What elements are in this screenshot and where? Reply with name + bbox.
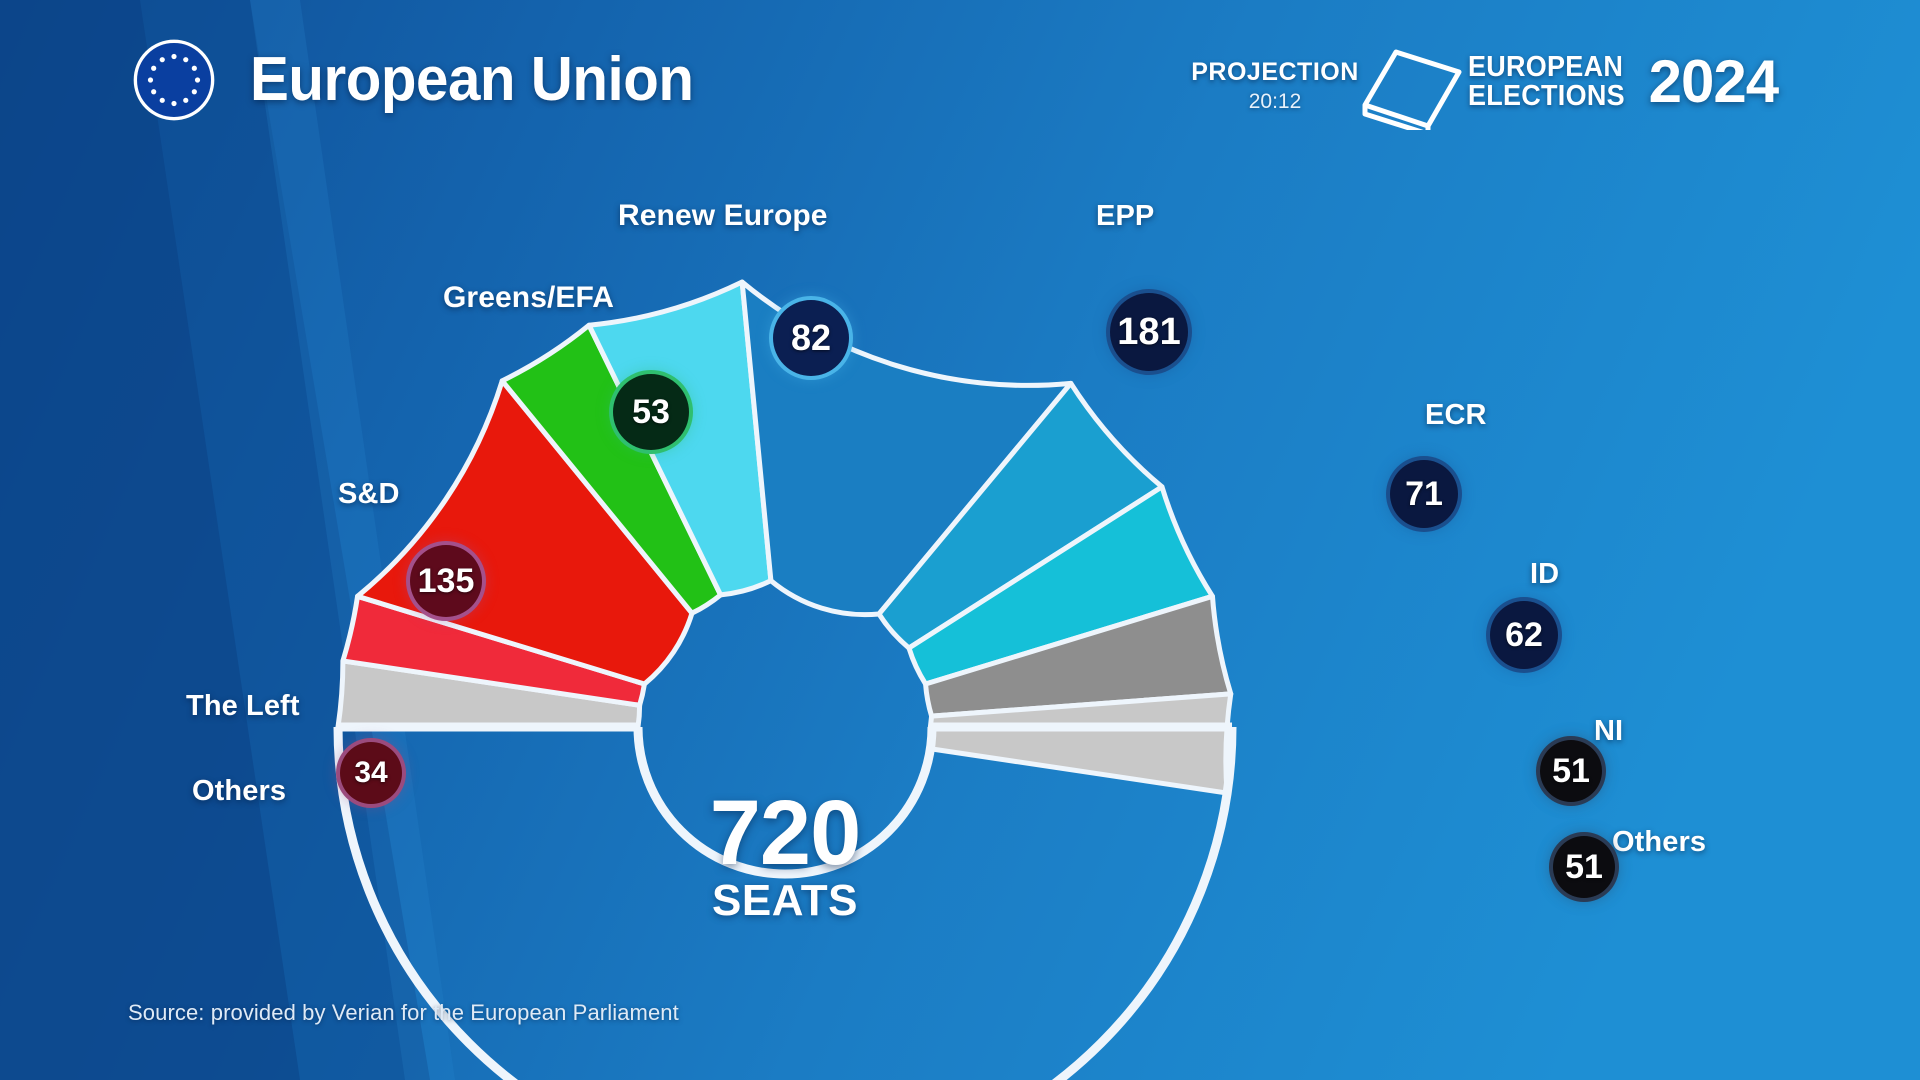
- callout-label-renew: Renew Europe: [618, 199, 828, 232]
- ballot-box-icon: [1362, 49, 1462, 130]
- election-year: 2024: [1648, 48, 1779, 115]
- total-seats-block: 720 SEATS: [709, 782, 861, 926]
- callout-label-others-left: Others: [192, 775, 287, 807]
- callout-label-sd: S&D: [338, 478, 400, 510]
- elections-title-group: EUROPEAN ELECTIONS 2024: [1468, 48, 1779, 115]
- source-note: Source: provided by Verian for the Europ…: [128, 1000, 679, 1025]
- callout-label-the-left: The Left: [186, 690, 300, 722]
- callout-label-ni: NI: [1594, 715, 1624, 747]
- projection-label: PROJECTION: [1191, 58, 1359, 86]
- seat-badge-ecr[interactable]: 71: [1390, 460, 1458, 528]
- seat-badge-id[interactable]: 62: [1490, 601, 1558, 669]
- callout-label-ecr: ECR: [1425, 399, 1487, 431]
- hemicycle-outline: [333, 722, 1237, 1080]
- header-bar: European Union PROJECTION 20:12 EUROPEAN…: [0, 0, 1920, 160]
- projection-time: 20:12: [1248, 90, 1302, 113]
- total-seats-label: SEATS: [712, 876, 858, 926]
- seat-badge-ni[interactable]: 51: [1540, 740, 1602, 802]
- elections-title: EUROPEAN ELECTIONS: [1468, 50, 1625, 112]
- total-seats-number: 720: [709, 782, 861, 884]
- seat-badge-sd[interactable]: 135: [410, 545, 482, 617]
- seat-badge-the-left[interactable]: 34: [340, 742, 402, 804]
- hemicycle-ring: [333, 726, 1237, 1080]
- seat-badge-greens-efa[interactable]: 53: [613, 374, 689, 450]
- callout-label-greens-efa: Greens/EFA: [443, 281, 615, 314]
- callout-label-others-right: Others: [1612, 826, 1707, 858]
- elections-line-2: ELECTIONS: [1468, 80, 1625, 112]
- seat-badge-renew[interactable]: 82: [773, 300, 849, 376]
- eu-flag-icon: [133, 39, 215, 121]
- projection-block: PROJECTION 20:12: [1185, 58, 1365, 113]
- callout-label-id: ID: [1530, 558, 1560, 590]
- callout-label-epp: EPP: [1096, 200, 1155, 232]
- seat-badge-others-right[interactable]: 51: [1553, 836, 1615, 898]
- seat-badge-epp[interactable]: 181: [1110, 293, 1188, 371]
- hemicycle-ring: [633, 726, 937, 879]
- hemicycle-slices: [335, 279, 1234, 796]
- elections-line-1: EUROPEAN: [1468, 50, 1624, 83]
- page-title: European Union: [250, 45, 694, 114]
